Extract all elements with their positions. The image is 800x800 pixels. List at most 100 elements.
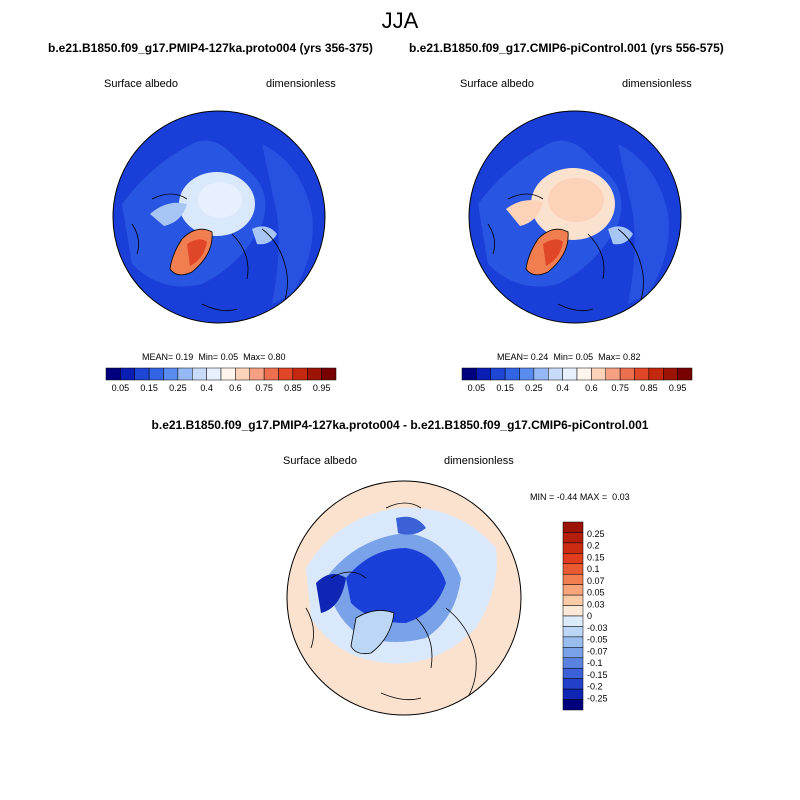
difference-colorbar: 0.250.20.150.10.070.050.030-0.03-0.05-0.… xyxy=(562,521,608,711)
min-value: -0.44 xyxy=(556,492,578,502)
colorbar-swatch xyxy=(562,667,584,679)
difference-units: dimensionless xyxy=(444,455,514,467)
panel-2-variable: Surface albedo xyxy=(460,78,534,90)
colorbar-swatch xyxy=(548,367,563,381)
colorbar-swatch xyxy=(461,367,477,381)
min-label: Min= xyxy=(553,352,574,362)
colorbar-swatch xyxy=(263,367,279,381)
colorbar-tick-label: 0.95 xyxy=(313,383,331,393)
colorbar-tick-label: 0.85 xyxy=(284,383,302,393)
difference-stats: MIN = -0.44 MAX = 0.03 xyxy=(530,492,630,502)
colorbar-tick-label: -0.1 xyxy=(587,658,603,668)
colorbar-swatch xyxy=(249,367,265,381)
colorbar-swatch xyxy=(677,367,693,381)
colorbar-tick-label: -0.2 xyxy=(587,682,603,692)
colorbar-swatch xyxy=(163,367,179,381)
max-value: 0.03 xyxy=(612,492,630,502)
colorbar-tick-label: -0.05 xyxy=(587,635,608,645)
difference-variable: Surface albedo xyxy=(283,455,357,467)
min-label: Min= xyxy=(198,352,219,362)
colorbar-swatch xyxy=(663,367,678,381)
colorbar-swatch xyxy=(562,699,584,711)
colorbar-swatch xyxy=(476,367,491,381)
main-title: JJA xyxy=(381,8,419,33)
colorbar-tick-label: 0.05 xyxy=(112,383,130,393)
colorbar-swatch xyxy=(134,367,150,381)
min-value: 0.05 xyxy=(575,352,594,362)
colorbar-tick-label: 0.15 xyxy=(587,552,605,562)
colorbar-swatch xyxy=(562,688,584,700)
panel-1-stats: MEAN= 0.19 Min= 0.05 Max= 0.80 xyxy=(142,352,285,362)
colorbar-swatch xyxy=(562,584,584,596)
colorbar-swatch xyxy=(533,367,549,381)
colorbar-swatch xyxy=(562,605,584,617)
max-value: 0.80 xyxy=(267,352,286,362)
max-value: 0.82 xyxy=(622,352,641,362)
colorbar-tick-label: 0.15 xyxy=(140,383,158,393)
colorbar-swatch xyxy=(504,367,520,381)
max-label: Max= xyxy=(598,352,621,362)
colorbar-swatch xyxy=(648,367,664,381)
min-label: MIN = xyxy=(530,492,555,502)
colorbar-swatch xyxy=(562,678,584,690)
colorbar-swatch xyxy=(562,553,584,565)
colorbar-swatch xyxy=(562,367,578,381)
colorbar-tick-label: 0.05 xyxy=(587,588,605,598)
colorbar-swatch xyxy=(562,657,584,669)
panel-2-stats: MEAN= 0.24 Min= 0.05 Max= 0.82 xyxy=(497,352,640,362)
colorbar-swatch xyxy=(278,367,294,381)
panel-2-units: dimensionless xyxy=(622,78,692,90)
panel-1-units: dimensionless xyxy=(266,78,336,90)
panel-1-title: b.e21.B1850.f09_g17.PMIP4-127ka.proto004… xyxy=(48,41,373,55)
colorbar-swatch xyxy=(634,367,650,381)
mean-value: 0.24 xyxy=(530,352,549,362)
colorbar-tick-label: -0.15 xyxy=(587,670,608,680)
panel-2-colorbar: 0.05 0.15 0.25 0.4 0.6 0.75 0.85 0.95 xyxy=(461,367,693,393)
max-label: MAX = xyxy=(579,492,608,502)
colorbar-swatch xyxy=(235,367,250,381)
colorbar-tick-label: 0 xyxy=(587,611,592,621)
colorbar-tick-label: 0.4 xyxy=(200,383,213,393)
difference-map xyxy=(286,480,522,716)
colorbar-tick-label: 0.25 xyxy=(587,529,605,539)
colorbar-tick-label: 0.6 xyxy=(229,383,242,393)
colorbar-tick-label: 0.95 xyxy=(669,383,687,393)
colorbar-swatch xyxy=(562,573,584,585)
colorbar-tick-label: 0.1 xyxy=(587,564,600,574)
mean-label: MEAN= xyxy=(497,352,529,362)
colorbar-swatch xyxy=(562,636,584,648)
colorbar-tick-label: 0.03 xyxy=(587,599,605,609)
colorbar-swatch xyxy=(562,521,584,533)
colorbar-swatch xyxy=(562,594,584,606)
colorbar-swatch xyxy=(562,647,584,659)
colorbar-swatch xyxy=(307,367,322,381)
colorbar-swatch xyxy=(120,367,135,381)
colorbar-swatch xyxy=(292,367,308,381)
colorbar-tick-label: 0.05 xyxy=(468,383,486,393)
mean-value: 0.19 xyxy=(175,352,194,362)
colorbar-swatch xyxy=(192,367,207,381)
difference-title: b.e21.B1850.f09_g17.PMIP4-127ka.proto004… xyxy=(151,418,649,432)
colorbar-swatch xyxy=(576,367,592,381)
colorbar-swatch xyxy=(562,542,584,554)
mean-label: MEAN= xyxy=(142,352,174,362)
colorbar-swatch xyxy=(490,367,506,381)
colorbar-tick-label: -0.03 xyxy=(587,623,608,633)
colorbar-tick-label: 0.25 xyxy=(169,383,187,393)
colorbar-swatch xyxy=(562,532,584,544)
min-value: 0.05 xyxy=(220,352,239,362)
colorbar-tick-label: 0.15 xyxy=(496,383,514,393)
colorbar-tick-label: -0.07 xyxy=(587,646,608,656)
colorbar-tick-label: 0.25 xyxy=(525,383,543,393)
panel-2-title: b.e21.B1850.f09_g17.CMIP6-piControl.001 … xyxy=(409,41,724,55)
colorbar-swatch xyxy=(519,367,535,381)
colorbar-swatch xyxy=(321,367,337,381)
panel-2-map xyxy=(468,110,682,324)
colorbar-tick-label: 0.6 xyxy=(585,383,598,393)
colorbar-tick-label: 0.4 xyxy=(556,383,569,393)
colorbar-tick-label: -0.25 xyxy=(587,693,608,703)
colorbar-swatch xyxy=(591,367,606,381)
colorbar-tick-label: 0.85 xyxy=(640,383,658,393)
colorbar-swatch xyxy=(148,367,164,381)
colorbar-swatch xyxy=(220,367,236,381)
